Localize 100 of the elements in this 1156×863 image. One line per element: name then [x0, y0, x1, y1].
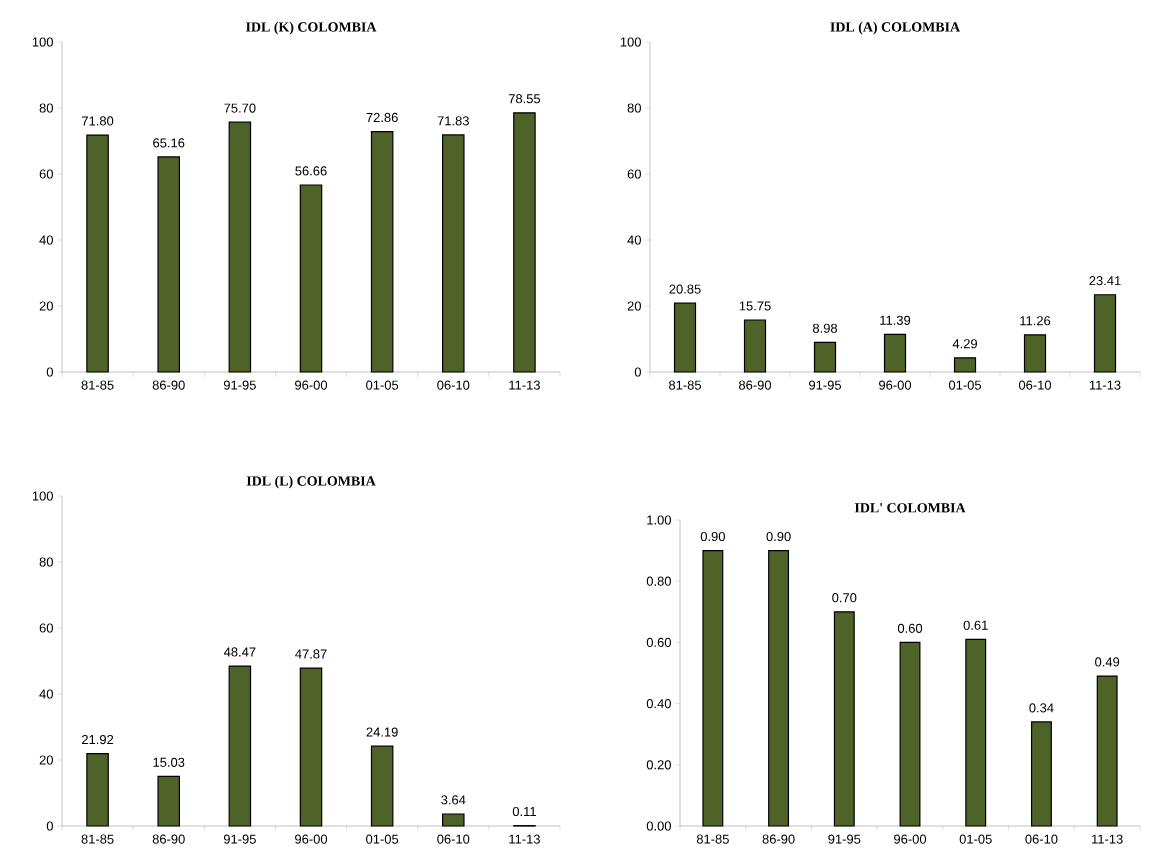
x-tick-label: 01-05 — [959, 834, 992, 844]
x-tick-label: 06-10 — [1018, 380, 1052, 390]
bar — [743, 319, 767, 373]
chart-title: IDL (A) COLOMBIA — [830, 21, 960, 35]
bar — [513, 112, 536, 373]
x-tick-label: 06-10 — [1025, 834, 1058, 844]
data-label: 8.98 — [812, 323, 838, 333]
y-tick-label: 0.60 — [646, 637, 671, 647]
bar — [442, 134, 465, 373]
bar — [1023, 334, 1047, 373]
x-tick-label: 06-10 — [437, 380, 470, 390]
x-tick-label: 86-90 — [739, 380, 772, 390]
bar — [965, 638, 987, 827]
data-label: 0.34 — [1029, 703, 1054, 713]
data-label: 75.70 — [224, 103, 256, 113]
y-tick-label: 40 — [39, 235, 53, 245]
bar — [86, 753, 109, 827]
data-label: 4.29 — [952, 339, 977, 349]
x-tick-label: 01-05 — [948, 380, 982, 390]
bar — [442, 813, 465, 827]
bar — [702, 550, 724, 827]
data-label: 0.90 — [700, 531, 725, 542]
bar — [1093, 294, 1117, 373]
bar — [157, 775, 180, 827]
data-label: 72.86 — [366, 112, 398, 123]
x-tick-label: 86-90 — [152, 834, 185, 844]
data-label: 15.75 — [739, 301, 771, 311]
x-tick-label: 11-13 — [509, 834, 540, 844]
x-tick-label: 11-13 — [509, 380, 540, 390]
bar — [157, 156, 180, 373]
data-label: 65.16 — [153, 138, 185, 148]
data-label: 0.90 — [766, 531, 791, 542]
bar — [833, 611, 855, 827]
chart-title: IDL (K) COLOMBIA — [245, 21, 377, 35]
data-label: 20.85 — [669, 284, 701, 294]
data-label: 23.41 — [1089, 276, 1121, 286]
bar — [370, 130, 394, 373]
y-tick-label: 0 — [46, 821, 53, 831]
data-label: 15.03 — [153, 757, 185, 767]
data-label: 0.61 — [963, 620, 988, 630]
bar — [228, 665, 252, 827]
x-tick-label: 91-95 — [828, 834, 861, 844]
y-tick-label: 1.00 — [647, 515, 671, 525]
x-tick-label: 11-13 — [1092, 834, 1123, 844]
data-label: 56.66 — [295, 166, 327, 176]
x-tick-label: 81-85 — [669, 380, 702, 390]
y-tick-label: 60 — [39, 623, 53, 633]
y-tick-label: 60 — [627, 169, 641, 179]
data-label: 0.11 — [512, 806, 536, 817]
x-tick-label: 91-95 — [223, 834, 256, 844]
y-tick-label: 20 — [39, 755, 53, 765]
y-tick-label: 20 — [627, 301, 641, 311]
data-label: 11.26 — [1020, 316, 1051, 326]
x-tick-label: 81-85 — [696, 834, 729, 844]
y-tick-label: 80 — [627, 103, 641, 113]
x-tick-label: 81-85 — [81, 834, 114, 844]
y-tick-label: 60 — [39, 169, 53, 179]
bar — [1096, 675, 1118, 827]
y-tick-label: 20 — [39, 301, 53, 311]
x-tick-label: 96-00 — [295, 380, 328, 390]
data-label: 24.19 — [366, 727, 398, 737]
data-label: 47.87 — [295, 649, 327, 659]
bar — [899, 641, 921, 827]
data-label: 0.49 — [1095, 657, 1120, 667]
data-label: 21.92 — [82, 734, 114, 745]
y-tick-label: 0.20 — [646, 760, 671, 770]
x-tick-label: 96-00 — [879, 380, 912, 390]
data-label: 71.80 — [82, 116, 114, 126]
y-tick-label: 80 — [39, 557, 53, 567]
y-tick-label: 40 — [39, 689, 53, 699]
y-tick-label: 100 — [32, 37, 53, 47]
bar — [86, 134, 109, 373]
bar — [813, 341, 837, 373]
bar — [299, 667, 323, 827]
data-label: 0.60 — [897, 623, 923, 633]
bar — [228, 121, 252, 373]
data-label: 48.47 — [223, 647, 256, 657]
data-label: 3.64 — [441, 795, 466, 805]
y-tick-label: 80 — [39, 103, 53, 113]
bar — [370, 745, 394, 827]
y-tick-label: 100 — [32, 491, 53, 501]
y-tick-label: 0 — [634, 367, 641, 377]
y-tick-label: 0.80 — [646, 576, 671, 586]
x-tick-label: 86-90 — [152, 380, 185, 390]
bar — [299, 184, 323, 373]
x-tick-label: 91-95 — [223, 380, 256, 390]
x-tick-label: 86-90 — [762, 834, 795, 844]
x-tick-label: 81-85 — [81, 380, 114, 390]
chart-title: IDL' COLOMBIA — [854, 503, 966, 513]
bar — [768, 550, 790, 827]
bar — [673, 302, 697, 373]
data-label: 0.70 — [832, 593, 857, 603]
y-tick-label: 100 — [620, 37, 641, 47]
x-tick-label: 01-05 — [366, 834, 399, 844]
data-label: 11.39 — [880, 315, 911, 325]
x-tick-label: 96-00 — [894, 834, 927, 844]
x-tick-label: 96-00 — [295, 834, 328, 844]
x-tick-label: 01-05 — [366, 380, 399, 390]
x-tick-label: 11-13 — [1089, 380, 1121, 390]
bar — [883, 333, 907, 373]
